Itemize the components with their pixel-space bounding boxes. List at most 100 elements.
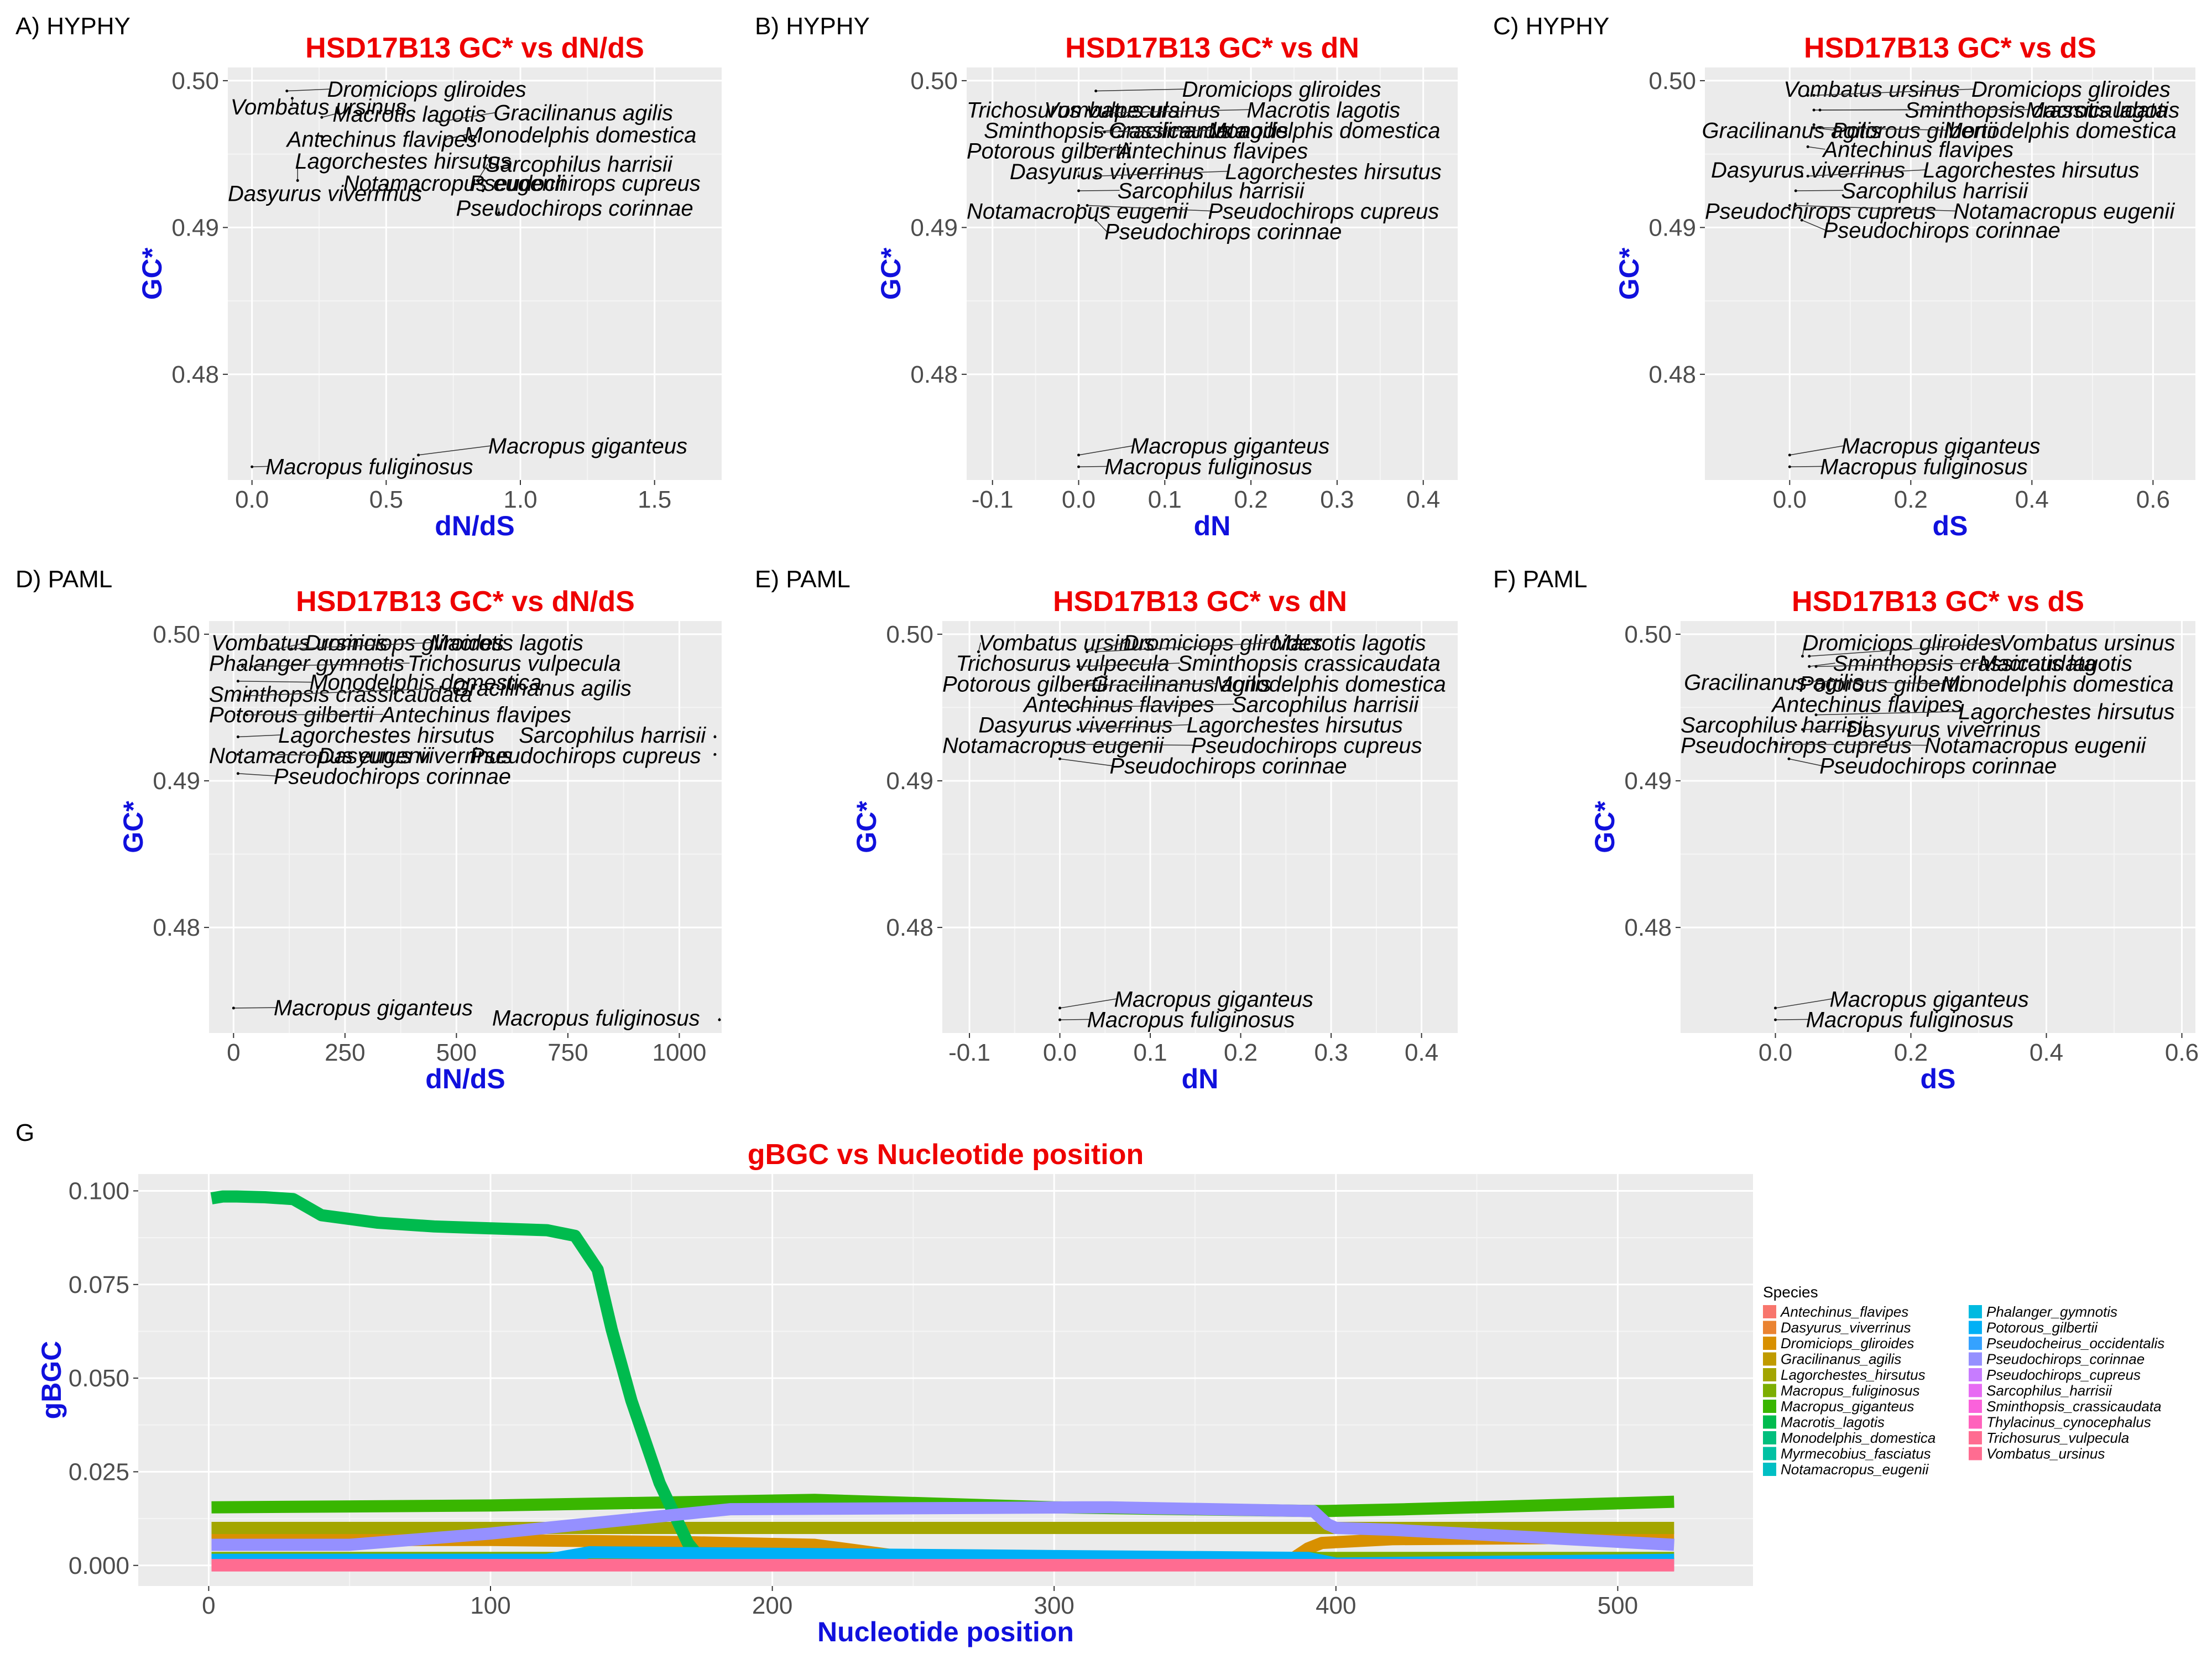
x-tick-label: 100	[470, 1592, 510, 1619]
point-label: Monodelphis domestica	[309, 671, 541, 695]
x-tick-label: 0.0	[1773, 486, 1807, 513]
point-label: Monodelphis domestica	[1214, 672, 1446, 696]
y-tick-label: 0.49	[886, 768, 933, 795]
data-point	[1076, 706, 1079, 709]
point-label: Macrotis lagotis	[2026, 98, 2179, 122]
data-point	[1814, 713, 1818, 717]
y-tick-label: 0.50	[171, 67, 219, 95]
series-lines	[210, 1190, 1674, 1572]
data-point	[1086, 684, 1089, 687]
point-label: Gracilinanus agilis	[1702, 118, 1882, 143]
label-leader-line	[1095, 146, 1120, 152]
data-point	[1067, 665, 1071, 668]
label-leader-line	[278, 642, 307, 650]
data-point	[1808, 665, 1811, 668]
data-point	[246, 694, 249, 697]
data-point	[1788, 465, 1791, 468]
chart-title: HSD17B13 GC* vs dN/dS	[296, 586, 635, 618]
point-label: Antechinus flavipes	[379, 703, 571, 727]
label-leader-line	[477, 164, 488, 181]
legend-swatch	[1969, 1337, 1982, 1350]
point-label: Macropus fuliginosus	[1806, 1008, 2014, 1032]
data-point	[232, 1006, 235, 1010]
x-tick-label: 0.2	[1894, 1039, 1928, 1066]
label-leader-line	[273, 754, 321, 756]
point-label: Dromiciops gliroides	[1123, 631, 1322, 655]
x-tick-label: 0	[227, 1039, 240, 1066]
y-tick-label: 0.100	[69, 1177, 129, 1204]
data-point	[1058, 757, 1062, 760]
x-tick-label: 0.3	[1320, 486, 1354, 513]
data-point	[1058, 728, 1062, 731]
point-label: Lagorchestes hirsutus	[278, 723, 494, 748]
legend-entry: Gracilinanus_agilis	[1781, 1351, 1901, 1368]
y-tick-label: 0.48	[171, 361, 219, 388]
point-label: Vombatus ursinus	[231, 95, 407, 119]
x-tick-label: 0.0	[1043, 1039, 1077, 1066]
data-point	[1094, 650, 1098, 654]
label-leader-line	[1814, 88, 1974, 96]
legend-swatch	[1763, 1337, 1776, 1350]
data-point	[1794, 189, 1797, 192]
panel-c-tag: C) HYPHY	[1493, 13, 1609, 40]
point-label: Pseudochirops cupreus	[469, 171, 701, 196]
y-axis-label: GC*	[1589, 801, 1620, 853]
legend-entry: Notamacropus_eugenii	[1781, 1461, 1929, 1478]
legend-entry: Vombatus_ursinus	[1986, 1446, 2105, 1462]
data-point	[290, 97, 294, 100]
label-leader-line	[1095, 220, 1107, 232]
y-tick-label: 0.48	[910, 361, 958, 388]
data-point	[1801, 728, 1804, 731]
point-label: Lagorchestes hirsutus	[1225, 160, 1441, 184]
data-point	[1086, 650, 1089, 654]
legend-swatch	[1969, 1400, 1982, 1413]
legend-entry: Sarcophilus_harrisii	[1986, 1383, 2112, 1399]
chart-title: gBGC vs Nucleotide position	[748, 1139, 1144, 1171]
y-tick-label: 0.48	[1624, 914, 1672, 941]
point-label: Dromiciops gliroides	[1182, 77, 1381, 102]
chart-title: HSD17B13 GC* vs dN	[1053, 586, 1347, 618]
panel-e: E) PAML -0.1 0.0 0.1 0.2 0.3 0.4 0.48 0.49 0.50 HS…	[755, 566, 1458, 1094]
x-tick-label: 0.0	[235, 486, 269, 513]
label-leader-line	[1788, 758, 1822, 766]
y-tick-label: 0.49	[910, 214, 958, 241]
y-tick-label: 0.50	[910, 67, 958, 95]
point-label: Notamacropus eugenii	[1953, 199, 2175, 223]
y-tick-label: 0.48	[1648, 361, 1696, 388]
data-point	[251, 465, 254, 468]
legend-swatch	[1763, 1415, 1776, 1429]
gridlines	[228, 67, 722, 480]
data-point	[1812, 123, 1815, 127]
gridlines	[209, 621, 722, 1033]
data-point	[1788, 204, 1791, 207]
data-point	[246, 713, 249, 717]
y-tick-label: 0.49	[1648, 214, 1696, 241]
legend-entry: Sminthopsis_crassicaudata	[1986, 1398, 2162, 1415]
point-label: Macropus fuliginosus	[1820, 455, 2028, 479]
label-leader-line	[1078, 466, 1107, 467]
plot-background	[1681, 621, 2195, 1033]
y-tick-label: 0.49	[171, 214, 219, 241]
data-point	[320, 116, 324, 119]
data-point	[1067, 706, 1071, 709]
x-tick-label: 0.5	[369, 486, 403, 513]
label-leader-line	[1095, 642, 1275, 653]
label-leader-line	[1087, 205, 1211, 212]
data-point	[1808, 655, 1811, 658]
point-label: Pseudochirops corinnae	[1109, 754, 1347, 779]
label-leader-line	[252, 466, 268, 467]
data-point	[236, 698, 239, 702]
point-label: Trichosurus vulpecula	[408, 651, 621, 676]
point-label: Dasyurus viverrinus	[1846, 717, 2041, 742]
legend-entry: Monodelphis_domestica	[1781, 1430, 1936, 1446]
label-leader-line	[1809, 642, 2001, 657]
x-tick-label: 0.3	[1314, 1039, 1348, 1066]
data-point	[1774, 1006, 1777, 1010]
label-leader-line	[1095, 129, 1112, 133]
y-tick-label: 0.000	[69, 1552, 129, 1579]
data-point	[1801, 680, 1804, 683]
series-line	[211, 1501, 1674, 1551]
label-leader-line	[445, 134, 467, 140]
point-label: Antechinus flavipes	[1117, 139, 1308, 164]
y-tick-label: 0.48	[886, 914, 933, 941]
